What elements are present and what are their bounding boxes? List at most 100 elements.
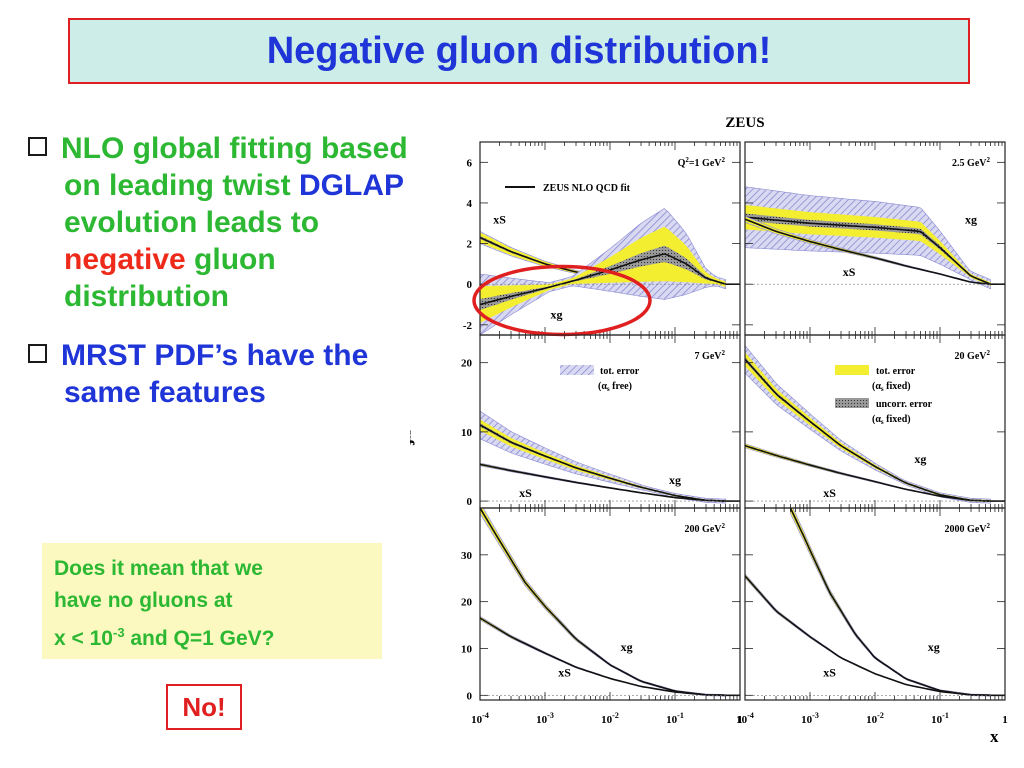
y-axis-label: xf (410, 430, 418, 446)
series-xs-fixed-error-band (480, 616, 726, 696)
series-label-xs: xS (558, 666, 571, 680)
question-line-3-sup: -3 (112, 625, 125, 640)
x-tick-label: 10-4 (736, 711, 754, 726)
series-xg-uncorr-error-band (480, 245, 726, 310)
question-box: Does it mean that we have no gluons at x… (42, 543, 382, 659)
y-tick-label: 2 (467, 239, 473, 251)
legend-uncorr-swatch (835, 398, 869, 408)
bullet-list: NLO global fitting based on leading twis… (28, 130, 408, 411)
series-xg-line (480, 508, 726, 697)
panel-plot-area (745, 186, 1005, 290)
question-line-3-prefix: x < 10 (54, 627, 113, 650)
checkbox-bullet-icon (28, 344, 47, 363)
y-tick-label: 10 (461, 643, 473, 655)
y-tick-label: 10 (461, 427, 473, 439)
series-xg-total-error-band (745, 186, 991, 290)
legend-tot-free-line1: tot. error (600, 366, 640, 377)
x-tick-label: 10-3 (536, 711, 554, 726)
series-label-xg: xg (965, 212, 977, 226)
x-tick-label: 10-2 (601, 711, 619, 726)
legend-tot-free-swatch (560, 365, 594, 375)
series-label-xg: xg (550, 308, 562, 322)
bullet-2-part-1: MRST PDF’s have the same features (61, 339, 369, 409)
y-tick-label: 20 (461, 597, 473, 609)
series-label-xg: xg (928, 640, 940, 654)
y-tick-label: 0 (467, 279, 473, 291)
series-label-xs: xS (519, 486, 532, 500)
panel-q1: -2 0 2 4 6 Q2=1 GeV2 xS xg (463, 141, 741, 337)
series-label-xs: xS (843, 265, 856, 279)
y-tick-label: 20 (461, 358, 473, 370)
y-tick-label: 30 (461, 550, 473, 562)
x-tick-label: 10-2 (866, 711, 884, 726)
series-xs-total-error-band (745, 443, 991, 502)
bullet-1-part-1: NLO global fitting based on leading twis… (61, 132, 408, 202)
x-axis-label: x (990, 727, 999, 746)
series-xs-uncorr-error-band (480, 617, 726, 696)
series-xs-line (745, 575, 991, 697)
series-xg-total-error-band (480, 410, 726, 504)
series-xg-fixed-error-band (480, 419, 726, 502)
title-banner: Negative gluon distribution! (68, 18, 970, 84)
x-tick-label: 10-1 (931, 711, 949, 726)
zeus-pdf-chart: ZEUS xf x -2 0 2 4 6 Q2=1 GeV2 xS xg 2.5 GeV2 xg x… (410, 115, 1008, 746)
panel-frame (744, 507, 1006, 701)
series-label-xs: xS (823, 666, 836, 680)
series-xs-uncorr-error-band (745, 575, 991, 696)
series-xs-line (480, 463, 726, 502)
panel-q2: 2.5 GeV2 xg xS (744, 141, 1006, 336)
series-xs-line (745, 218, 991, 285)
x-tick-label: 10-4 (471, 711, 489, 726)
series-xg-line (745, 358, 991, 502)
bullet-1-part-3: evolution leads to (64, 206, 320, 239)
y-tick-label: 4 (467, 198, 473, 210)
x-tick-label: 1 (1002, 714, 1008, 726)
series-xs-uncorr-error-band (745, 445, 991, 502)
question-line-2: have no gluons at (54, 589, 233, 612)
chart-title: ZEUS (725, 115, 764, 131)
x-tick-label: 10-3 (801, 711, 819, 726)
legend-uncorr-line2: (αs fixed) (872, 414, 911, 426)
series-label-xg: xg (621, 640, 633, 654)
panel-q5: 0 10 20 30 200 GeV2 xg xS (461, 507, 741, 702)
legends-group: ZEUS NLO QCD fit tot. error (αs free) to… (505, 183, 933, 426)
panel-q2-label: 2000 GeV2 (945, 522, 991, 535)
series-xg-line (480, 424, 726, 502)
checkbox-bullet-icon (28, 137, 47, 156)
panel-q2-label: Q2=1 GeV2 (678, 156, 726, 169)
panel-q6: 2000 GeV2 xg xS (744, 507, 1006, 701)
panel-q2-label: 200 GeV2 (685, 522, 726, 535)
panel-q2-label: 2.5 GeV2 (952, 156, 990, 169)
answer-text: No! (182, 691, 226, 722)
series-xg-uncorr-error-band (480, 508, 726, 696)
y-tick-label: 6 (467, 157, 473, 169)
bullet-1-part-2: DGLAP (299, 169, 404, 202)
series-xs-fixed-error-band (745, 444, 991, 502)
bullet-2-text: MRST PDF’s have the same features (28, 337, 408, 411)
series-xs-total-error-band (480, 615, 726, 696)
series-xs-line (745, 444, 991, 502)
question-line-1: Does it mean that we (54, 557, 263, 580)
question-line-3: x < 10-3 and Q=1 GeV? (54, 617, 370, 655)
legend-tot-fixed-line1: tot. error (876, 366, 916, 377)
bullet-1-part-5: gluon distribution (64, 243, 276, 313)
panels-group: -2 0 2 4 6 Q2=1 GeV2 xS xg 2.5 GeV2 xg xS 0 10 20 7 Ge… (461, 141, 1006, 702)
answer-box: No! (166, 684, 242, 730)
slide-title: Negative gluon distribution! (266, 29, 772, 72)
legend-tot-fixed-swatch (835, 365, 869, 375)
legend-tot-fixed-line2: (αs fixed) (872, 381, 911, 393)
legend-uncorr-line1: uncorr. error (876, 399, 933, 410)
x-tick-labels: 10-4 10-3 10-2 10-1 110-4 10-3 10-2 10-1 1 (471, 711, 1008, 726)
bullet-1-text: NLO global fitting based on leading twis… (28, 130, 408, 315)
y-tick-label: -2 (463, 320, 473, 332)
series-xg-total-error-band (745, 344, 991, 504)
series-label-xg: xg (914, 452, 926, 466)
question-line-3-suffix: and Q=1 GeV? (124, 627, 275, 650)
series-label-xs: xS (493, 212, 506, 226)
series-xs-fixed-error-band (745, 574, 991, 696)
series-label-xs: xS (823, 486, 836, 500)
series-xg-line (480, 253, 726, 306)
series-xg-line (745, 216, 991, 285)
panel-q2-label: 7 GeV2 (695, 349, 726, 362)
bullet-1: NLO global fitting based on leading twis… (28, 130, 408, 315)
